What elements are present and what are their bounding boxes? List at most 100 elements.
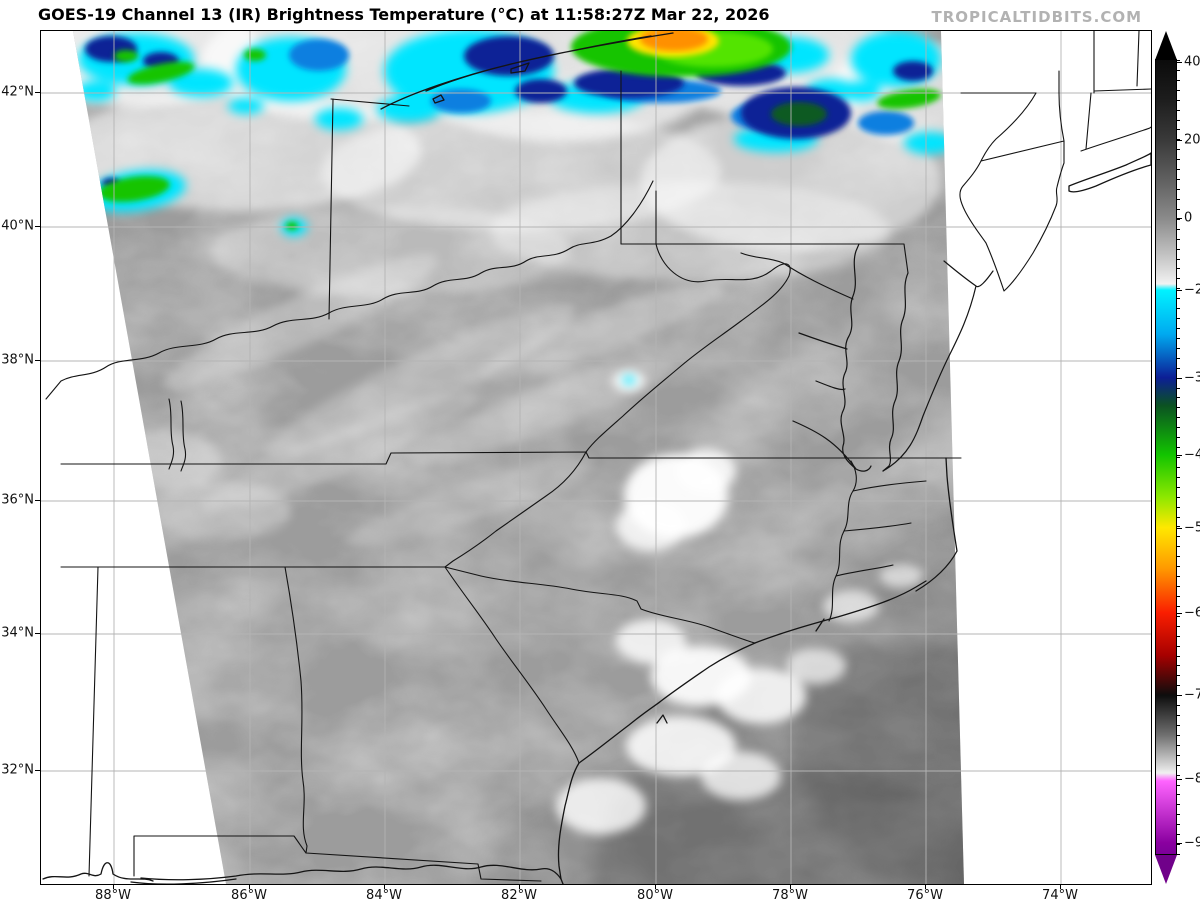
colorbar-minor-tick xyxy=(1177,844,1180,846)
colorbar-major-tick xyxy=(1177,695,1182,697)
colorbar-minor-tick xyxy=(1177,437,1180,439)
colorbar-minor-tick xyxy=(1177,357,1180,359)
lat-tick-mark xyxy=(35,500,40,501)
colorbar-minor-tick xyxy=(1177,387,1180,389)
page-title: GOES-19 Channel 13 (IR) Brightness Tempe… xyxy=(38,5,770,24)
map-canvas xyxy=(41,31,1151,884)
ohio-river xyxy=(45,180,654,400)
lat-tick-label: 40°N xyxy=(1,218,34,234)
geography-layer xyxy=(42,31,1151,884)
colorbar-tick-label: −60 xyxy=(1184,605,1200,621)
lon-tick-label: 76°W xyxy=(907,888,943,903)
colorbar-tick-label: −30 xyxy=(1184,370,1200,386)
colorbar-under-range-arrow xyxy=(1155,855,1177,884)
colorbar-tick-label: −40 xyxy=(1184,447,1200,463)
lon-tick-label: 78°W xyxy=(772,888,808,903)
colorbar-minor-tick xyxy=(1177,824,1180,826)
lat-tick-mark xyxy=(35,633,40,634)
colorbar-minor-tick xyxy=(1177,427,1180,429)
nj-outline xyxy=(959,92,1065,292)
colorbar-minor-tick xyxy=(1177,675,1180,677)
colorbar-minor-tick xyxy=(1177,397,1180,399)
colorbar-minor-tick xyxy=(1177,705,1180,707)
colorbar-gradient xyxy=(1155,59,1177,855)
ct-coastline xyxy=(1080,31,1151,152)
state-border-ga-sc xyxy=(444,566,580,764)
colorbar-major-tick xyxy=(1177,779,1182,781)
colorbar-minor-tick xyxy=(1177,764,1180,766)
colorbar-major-tick xyxy=(1177,454,1182,456)
state-border-fl xyxy=(133,835,542,882)
lat-tick-mark xyxy=(35,770,40,771)
colorbar-minor-tick xyxy=(1177,615,1180,617)
colorbar-minor-tick xyxy=(1177,715,1180,717)
sc-coastline xyxy=(578,642,756,764)
colorbar-major-tick xyxy=(1177,140,1182,142)
colorbar-minor-tick xyxy=(1177,595,1180,597)
colorbar-minor-tick xyxy=(1177,119,1180,121)
colorbar-minor-tick xyxy=(1177,506,1180,508)
colorbar-minor-tick xyxy=(1177,447,1180,449)
colorbar-tick-label: 40 xyxy=(1184,54,1200,70)
lat-tick-mark xyxy=(35,92,40,93)
cold-cloud-overlay xyxy=(76,31,954,384)
colorbar-major-tick xyxy=(1177,612,1182,614)
colorbar-minor-tick xyxy=(1177,99,1180,101)
nc-coast-outer-banks xyxy=(754,457,958,644)
colorbar-over-range-arrow xyxy=(1155,31,1177,60)
colorbar-major-tick xyxy=(1177,62,1182,64)
colorbar-minor-tick xyxy=(1177,655,1180,657)
colorbar-tick-label: −50 xyxy=(1184,520,1200,536)
colorbar-minor-tick xyxy=(1177,536,1180,538)
state-border-tn-nc xyxy=(444,451,587,568)
potomac-river xyxy=(740,252,854,300)
colorbar-minor-tick xyxy=(1177,685,1180,687)
long-island xyxy=(1068,152,1151,193)
colorbar-minor-tick xyxy=(1177,179,1180,181)
state-border-mason-dixon xyxy=(620,243,909,274)
nc-sound-shorelines xyxy=(828,460,927,622)
colorbar-minor-tick xyxy=(1177,367,1180,369)
colorbar-minor-tick xyxy=(1177,635,1180,637)
colorbar-minor-tick xyxy=(1177,248,1180,250)
colorbar-minor-tick xyxy=(1177,466,1180,468)
colorbar-minor-tick xyxy=(1177,189,1180,191)
lat-tick-label: 38°N xyxy=(1,352,34,368)
colorbar-minor-tick xyxy=(1177,238,1180,240)
lat-tick-mark xyxy=(35,226,40,227)
colorbar-minor-tick xyxy=(1177,129,1180,131)
colorbar-minor-tick xyxy=(1177,318,1180,320)
lat-tick-label: 34°N xyxy=(1,625,34,641)
watermark: TROPICALTIDBITS.COM xyxy=(931,8,1142,26)
colorbar-minor-tick xyxy=(1177,417,1180,419)
lat-tick-label: 32°N xyxy=(1,762,34,778)
colorbar-minor-tick xyxy=(1177,258,1180,260)
colorbar-minor-tick xyxy=(1177,79,1180,81)
colorbar-minor-tick xyxy=(1177,724,1180,726)
colorbar-minor-tick xyxy=(1177,198,1180,200)
colorbar-minor-tick xyxy=(1177,476,1180,478)
colorbar-minor-tick xyxy=(1177,288,1180,290)
colorbar-minor-tick xyxy=(1177,268,1180,270)
colorbar-minor-tick xyxy=(1177,605,1180,607)
colorbar-tick-label: 20 xyxy=(1184,132,1200,148)
ga-coastline xyxy=(557,762,580,880)
colorbar-minor-tick xyxy=(1177,566,1180,568)
colorbar-major-tick xyxy=(1177,377,1182,379)
colorbar-minor-tick xyxy=(1177,645,1180,647)
state-border-ky-tn-va-nc xyxy=(60,451,962,465)
colorbar-minor-tick xyxy=(1177,159,1180,161)
state-border-mi-oh xyxy=(330,98,410,107)
satellite-map xyxy=(40,30,1152,885)
colorbar-minor-tick xyxy=(1177,228,1180,230)
colorbar-minor-tick xyxy=(1177,516,1180,518)
colorbar-minor-tick xyxy=(1177,496,1180,498)
lon-tick-mark xyxy=(1060,884,1061,889)
state-border-wv-va-appalachia xyxy=(585,243,791,453)
state-border-al-ga xyxy=(284,566,308,854)
colorbar-minor-tick xyxy=(1177,308,1180,310)
colorbar-minor-tick xyxy=(1177,625,1180,627)
colorbar-minor-tick xyxy=(1177,814,1180,816)
colorbar-minor-tick xyxy=(1177,546,1180,548)
lon-tick-mark xyxy=(384,884,385,889)
